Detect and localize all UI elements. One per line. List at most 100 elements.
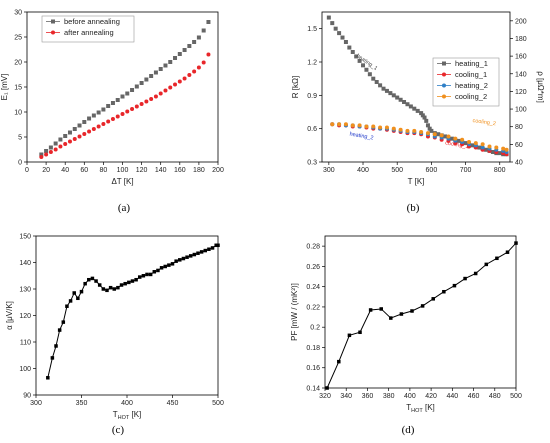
plot-frame [321,11,511,163]
data-point [67,130,72,135]
data-point [378,125,383,130]
data-point [120,112,125,116]
x-tick-label: 480 [489,393,501,400]
data-point [357,123,362,128]
data-point [371,76,376,81]
series-before-annealing [39,20,211,157]
data-point [61,320,66,324]
data-point [177,52,182,56]
data-point [453,136,458,141]
x-axis-label: T [K] [408,177,425,186]
data-point [456,138,461,143]
legend-entry: before annealing [64,17,120,26]
data-point [125,109,130,114]
x-tick-label: 600 [426,167,438,174]
data-point [163,264,167,269]
annotation-label: cooling_1 [445,140,469,150]
data-point [504,147,509,152]
data-point [106,119,111,124]
data-point [460,137,465,142]
data-point [158,91,163,96]
x-tick-label: 20 [42,167,50,174]
x-tick-label: 60 [80,167,88,174]
data-point [63,134,68,138]
data-point [101,287,106,291]
data-point [201,28,206,33]
data-point [181,256,186,261]
data-point [466,140,471,144]
panel-a-chart: 0 20 40 60 80 100 120 140 160 180 200 0 5 10 15 20 25 30 Δ… [0,10,224,187]
data-point [368,308,373,312]
data-point [90,276,95,281]
data-point [112,287,117,291]
panel-label-a: (a) [118,202,131,214]
data-point [340,35,345,40]
legend-entry: heating_2 [455,81,488,90]
data-point [96,124,101,129]
y-right-axis-label: ρ [μΩ*m] [536,71,545,103]
data-point [148,272,153,277]
y-tick-label: 0.9 [307,93,317,100]
data-point [196,251,200,255]
data-point [65,304,69,308]
data-point [477,145,482,150]
data-point [436,132,441,137]
annotation-label: heating_2 [349,131,374,141]
data-point [463,276,467,281]
y-axis-label: R [kΩ] [291,76,300,98]
data-point [163,63,168,68]
y-right-tick-label: 160 [515,54,527,61]
data-point [449,136,454,141]
data-point [96,110,101,115]
legend: heating_1 cooling_1 heating_2 cooling_2 [432,57,500,107]
data-point [144,99,149,104]
y-tick-label: 30 [14,10,22,17]
data-point [446,134,451,139]
data-point [167,263,171,267]
data-point [44,149,49,153]
data-point [384,88,389,93]
data-point [106,104,111,108]
data-point [127,280,131,285]
x-tick-label: 440 [446,393,458,400]
data-point [514,241,518,245]
x-axis-label: THOT [K] [406,403,435,414]
data-point [347,333,352,338]
series-cooling_1 [330,122,509,157]
series-data [325,241,518,390]
x-tick-label: 180 [193,167,205,174]
data-point [330,122,335,127]
legend-entry: heating_1 [455,59,488,68]
y-tick-label: 90 [23,393,31,400]
y-right-tick-label: 140 [515,71,527,78]
data-point [134,84,139,89]
data-point [206,52,211,57]
data-point [439,133,444,138]
y-tick-label: 0 [18,160,22,167]
y-tick-label: 0.18 [306,345,320,352]
data-point [452,283,457,288]
data-point [201,60,206,65]
data-point [178,258,182,262]
data-point [67,139,72,144]
data-point [152,270,157,274]
x-tick-label: 120 [136,167,148,174]
data-point [77,123,82,128]
data-point [470,143,475,148]
y-tick-label: 0.3 [307,160,317,167]
data-point [358,330,362,335]
data-point [337,359,341,364]
data-point [192,40,197,44]
data-point [110,101,115,105]
data-point [101,122,106,126]
data-point [480,142,485,147]
data-point [158,67,163,71]
y-tick-label: 100 [19,366,31,373]
legend-swatch-marker [51,30,55,35]
x-tick-label: 200 [212,167,224,174]
data-point [431,297,435,301]
legend-entry: cooling_1 [455,70,487,79]
y-tick-label: 120 [19,313,31,320]
series-line [47,244,218,378]
